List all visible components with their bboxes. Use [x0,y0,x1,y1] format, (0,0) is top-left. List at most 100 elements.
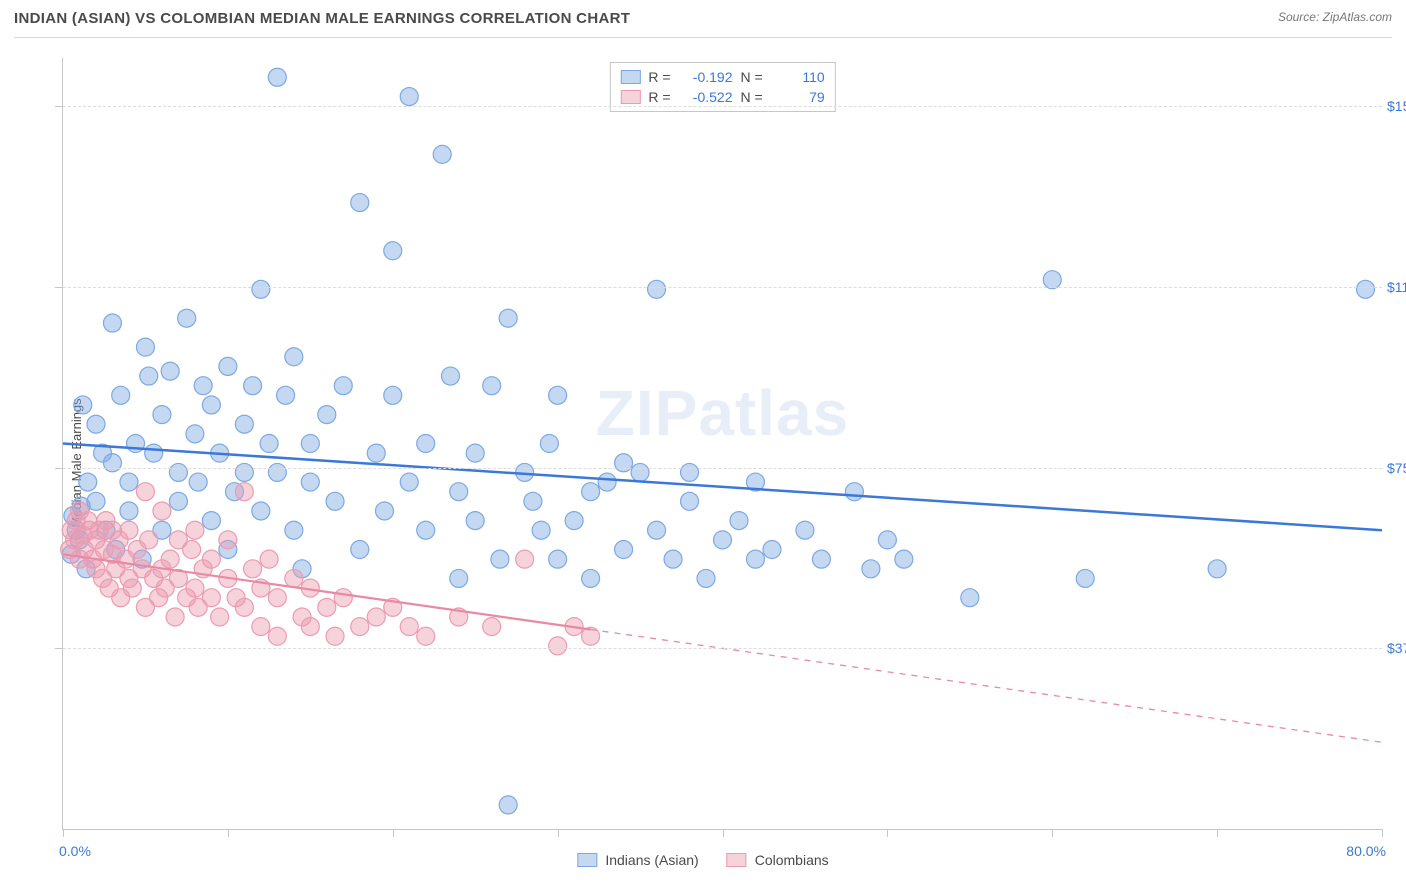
scatter-point [326,492,344,510]
scatter-point [202,589,220,607]
scatter-point [697,569,715,587]
scatter-point [441,367,459,385]
scatter-point [120,521,138,539]
scatter-point [499,309,517,327]
scatter-point [189,473,207,491]
scatter-point [433,145,451,163]
scatter-point [1076,569,1094,587]
scatter-svg [63,58,1382,829]
x-tick [1217,829,1218,837]
scatter-point [260,435,278,453]
scatter-point [615,454,633,472]
scatter-point [169,492,187,510]
x-tick [887,829,888,837]
scatter-point [268,627,286,645]
legend-series-item: Colombians [727,852,829,868]
scatter-point [845,483,863,501]
scatter-point [549,386,567,404]
scatter-point [145,444,163,462]
y-tick [55,106,63,107]
scatter-point [631,463,649,481]
x-tick [1382,829,1383,837]
scatter-point [1357,280,1375,298]
scatter-point [120,473,138,491]
scatter-point [235,598,253,616]
legend-series-item: Indians (Asian) [577,852,698,868]
scatter-point [450,569,468,587]
scatter-point [400,618,418,636]
legend-swatch [577,853,597,867]
scatter-point [730,512,748,530]
scatter-point [140,531,158,549]
gridline [63,468,1382,469]
scatter-point [367,608,385,626]
scatter-point [318,598,336,616]
scatter-point [664,550,682,568]
legend-stats-row: R = -0.522 N = 79 [620,87,824,107]
scatter-point [532,521,550,539]
scatter-point [351,618,369,636]
scatter-point [483,377,501,395]
chart-header: INDIAN (ASIAN) VS COLOMBIAN MEDIAN MALE … [14,10,1392,38]
scatter-point [260,550,278,568]
scatter-point [183,541,201,559]
scatter-point [219,357,237,375]
scatter-point [483,618,501,636]
scatter-point [268,68,286,86]
y-tick-label: $75,000 [1387,460,1406,476]
x-axis-max-label: 80.0% [1346,843,1386,859]
scatter-point [235,463,253,481]
legend-r-label: R = [648,67,670,87]
legend-r-label: R = [648,87,670,107]
scatter-point [161,362,179,380]
y-tick-label: $37,500 [1387,640,1406,656]
scatter-point [87,492,105,510]
scatter-point [153,406,171,424]
legend-series-label: Indians (Asian) [605,852,698,868]
scatter-point [540,435,558,453]
scatter-point [74,396,92,414]
scatter-point [202,512,220,530]
scatter-point [301,435,319,453]
y-tick [55,287,63,288]
scatter-point [326,627,344,645]
legend-stats-row: R = -0.192 N = 110 [620,67,824,87]
scatter-point [120,502,138,520]
scatter-point [524,492,542,510]
legend-stats: R = -0.192 N = 110 R = -0.522 N = 79 [609,62,835,112]
scatter-point [244,560,262,578]
scatter-point [400,88,418,106]
y-tick-label: $150,000 [1387,98,1406,114]
scatter-point [681,463,699,481]
scatter-point [268,589,286,607]
scatter-point [202,550,220,568]
trend-line-extrapolated [591,630,1382,743]
scatter-point [277,386,295,404]
x-tick [393,829,394,837]
scatter-point [491,550,509,568]
legend-n-value: 79 [771,87,825,107]
scatter-point [862,560,880,578]
legend-series: Indians (Asian) Colombians [577,852,828,868]
legend-n-label: N = [741,87,763,107]
legend-swatch [620,70,640,84]
scatter-point [796,521,814,539]
scatter-point [285,569,303,587]
legend-series-label: Colombians [755,852,829,868]
scatter-point [714,531,732,549]
scatter-point [140,367,158,385]
scatter-point [318,406,336,424]
scatter-point [186,521,204,539]
scatter-point [895,550,913,568]
x-axis-min-label: 0.0% [59,843,91,859]
scatter-point [301,473,319,491]
plot-area: ZIPatlas R = -0.192 N = 110 R = -0.522 N… [62,58,1382,830]
scatter-point [961,589,979,607]
scatter-point [87,415,105,433]
scatter-point [252,280,270,298]
scatter-point [466,444,484,462]
legend-r-value: -0.192 [679,67,733,87]
scatter-point [400,473,418,491]
gridline [63,648,1382,649]
scatter-point [79,473,97,491]
